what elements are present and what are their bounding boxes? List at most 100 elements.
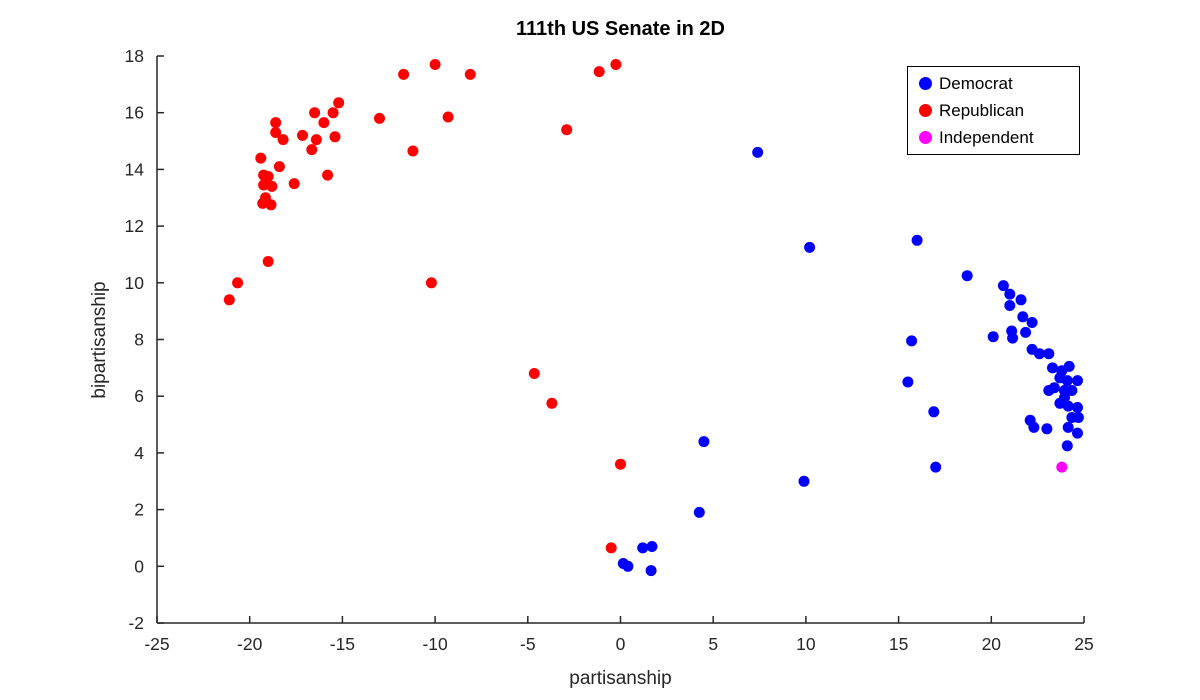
y-tick-label: 12 [125,216,144,236]
data-point-democrat [906,335,918,347]
y-tick-label: 10 [125,273,145,293]
data-point-democrat [1072,427,1083,439]
data-point-republican [442,111,454,123]
data-point-democrat [1041,423,1053,435]
data-point-republican [306,144,318,156]
republican-marker-icon [919,104,932,117]
data-point-democrat [1043,348,1055,360]
y-tick-label: 2 [134,500,144,520]
data-point-republican [615,458,626,470]
y-tick-label: 16 [125,103,144,123]
x-tick-label: 25 [1074,634,1093,654]
y-tick-label: 18 [125,46,144,66]
y-tick-label: 6 [134,386,144,406]
data-point-republican [270,117,282,129]
data-point-republican [223,294,235,306]
data-point-democrat [1066,412,1078,423]
legend-label-republican: Republican [939,100,1025,120]
data-point-democrat [1061,375,1073,387]
data-point-democrat [1017,311,1029,323]
x-tick-label: 5 [708,634,718,654]
legend-item-republican: Republican [919,97,1079,124]
data-point-democrat [1020,326,1032,338]
x-tick-label: -10 [422,634,448,654]
data-point-republican [327,107,339,119]
y-tick-label: 4 [134,443,144,463]
data-point-democrat [645,565,657,577]
data-point-democrat [1063,360,1075,372]
data-point-independent [1056,461,1068,473]
data-point-democrat [930,461,942,473]
legend: Democrat Republican Independent [907,66,1080,155]
legend-item-independent: Independent [919,124,1079,151]
data-point-democrat [1072,375,1083,387]
y-tick-label: -2 [128,613,144,633]
democrat-marker-icon [919,77,932,90]
data-point-republican [374,112,385,124]
data-point-republican [464,68,476,80]
data-point-republican [561,124,573,136]
data-point-republican [605,542,617,554]
data-point-republican [270,127,282,138]
data-point-republican [265,199,277,211]
data-point-republican [593,66,605,78]
data-point-republican [310,134,322,146]
data-point-democrat [1061,440,1073,452]
data-point-democrat [928,406,940,418]
data-point-republican [262,171,274,182]
legend-label-independent: Independent [939,127,1034,147]
data-point-republican [266,180,278,192]
data-point-republican [528,368,540,379]
x-tick-label: 15 [889,634,908,654]
data-point-democrat [987,331,999,343]
data-point-republican [610,59,622,70]
x-tick-label: -20 [237,634,263,654]
data-point-democrat [798,475,810,487]
data-point-democrat [1062,400,1074,412]
data-point-republican [309,107,321,119]
data-point-republican [429,59,441,70]
data-point-democrat [997,280,1009,292]
data-point-democrat [804,241,816,253]
data-point-democrat [1043,385,1055,396]
data-point-republican [262,256,274,267]
data-point-democrat [961,270,973,282]
data-point-democrat [693,506,705,518]
data-point-republican [318,117,330,129]
data-point-democrat [622,560,634,572]
x-tick-label: 10 [796,634,816,654]
data-point-republican [273,161,285,173]
y-axis-label: bipartisanship [89,281,110,399]
data-point-democrat [1028,421,1040,433]
data-point-democrat [1047,362,1058,374]
data-point-democrat [1066,385,1078,396]
data-point-republican [407,145,419,157]
data-point-republican [277,134,289,146]
data-point-republican [398,68,410,80]
y-tick-label: 14 [125,159,145,179]
y-axis-label-container: bipartisanship [84,240,116,440]
data-point-democrat [1034,348,1045,360]
legend-item-democrat: Democrat [919,70,1079,97]
data-point-democrat [646,541,658,552]
x-axis-label: partisanship [569,668,672,689]
data-point-democrat [1007,332,1019,344]
data-point-democrat [698,436,710,448]
data-point-republican [329,131,341,143]
x-tick-label: 0 [616,634,626,654]
data-point-republican [257,197,269,209]
data-point-republican [425,277,437,289]
y-tick-label: 0 [134,556,144,576]
data-point-republican [258,179,270,191]
data-point-democrat [752,146,764,158]
data-point-republican [546,397,558,409]
x-tick-label: -5 [520,634,536,654]
legend-label-democrat: Democrat [939,73,1013,93]
data-point-democrat [1072,402,1083,413]
data-point-democrat [1026,317,1038,328]
data-point-republican [232,277,244,289]
data-point-democrat [1004,300,1016,311]
data-point-democrat [1054,397,1066,409]
